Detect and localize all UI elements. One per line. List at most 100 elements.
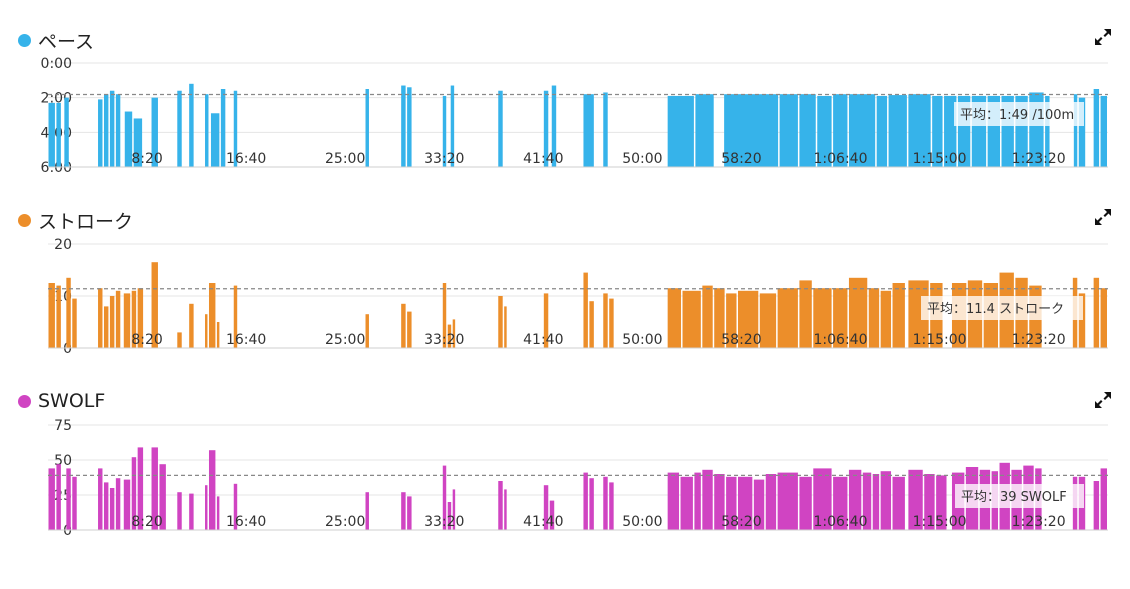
pace-bar — [498, 90, 503, 167]
swolf-average-label-box — [955, 484, 1084, 508]
swolf-bar — [131, 457, 137, 530]
swolf-title: SWOLF — [18, 390, 105, 412]
stroke-bar — [365, 314, 369, 348]
pace-panel: ペース — [0, 0, 1130, 180]
pace-bar — [932, 95, 943, 167]
stroke-bar — [137, 288, 144, 348]
swolf-bar — [813, 468, 832, 530]
swolf-x-tick-label: 58:20 — [721, 514, 761, 530]
pace-bar — [109, 90, 115, 167]
pace-bar — [603, 92, 608, 167]
swolf-bar — [115, 478, 121, 530]
pace-x-tick-label: 25:00 — [325, 151, 365, 167]
stroke-x-tick-label: 16:40 — [226, 332, 266, 348]
swolf-bar — [151, 447, 158, 530]
swolf-bar — [66, 468, 71, 530]
swolf-bar — [908, 469, 923, 530]
pace-bar — [177, 90, 182, 167]
pace-bar — [1045, 95, 1050, 167]
stroke-bar — [737, 290, 759, 348]
stroke-bar — [543, 293, 549, 348]
stroke-bar — [216, 322, 220, 348]
pace-bar — [1073, 94, 1078, 167]
stroke-bar — [589, 301, 594, 348]
stroke-x-tick-label: 1:06:40 — [814, 332, 868, 348]
stroke-x-tick-label: 25:00 — [325, 332, 365, 348]
stroke-bar — [452, 319, 456, 348]
stroke-bar — [109, 296, 115, 348]
stroke-x-tick-label: 1:23:20 — [1012, 332, 1066, 348]
stroke-y-tick-label: 0 — [63, 341, 72, 357]
swolf-bar — [401, 492, 406, 530]
pace-x-tick-label: 50:00 — [622, 151, 662, 167]
stroke-bar — [123, 293, 131, 348]
stroke-x-tick-label: 1:15:00 — [913, 332, 967, 348]
pace-bar — [1078, 97, 1086, 167]
pace-bar — [543, 90, 549, 167]
stroke-bar — [131, 290, 137, 348]
stroke-bar — [442, 283, 447, 348]
expand-icon[interactable] — [1093, 207, 1113, 227]
pace-bar — [848, 94, 876, 167]
pace-x-tick-label: 8:20 — [131, 151, 162, 167]
swolf-bar — [549, 500, 555, 530]
swolf-bar — [872, 474, 880, 530]
stroke-bar — [56, 285, 61, 348]
stroke-bar — [48, 283, 55, 348]
swolf-bar — [123, 479, 131, 530]
swolf-title-text: SWOLF — [38, 390, 106, 412]
swolf-bar — [189, 493, 194, 530]
pace-bar — [667, 95, 694, 167]
swolf-x-tick-label: 16:40 — [226, 514, 266, 530]
pace-bar — [583, 94, 594, 167]
pace-bar — [407, 87, 412, 167]
pace-bar — [876, 95, 888, 167]
swolf-bar — [452, 489, 456, 530]
swolf-legend-dot — [18, 394, 31, 408]
stroke-bar — [682, 290, 701, 348]
stroke-legend-dot — [18, 214, 31, 227]
pace-bar — [151, 97, 158, 167]
swolf-bar — [365, 492, 369, 530]
swolf-bar — [667, 472, 680, 530]
pace-x-tick-label: 1:06:40 — [814, 151, 868, 167]
swolf-bar — [1100, 468, 1107, 530]
stroke-bar — [702, 285, 713, 348]
pace-y-tick-label: 4:00 — [41, 125, 72, 141]
stroke-y-tick-label: 20 — [54, 237, 72, 253]
stroke-bar — [892, 283, 905, 348]
swolf-bar — [543, 485, 549, 530]
swolf-bar — [109, 488, 115, 530]
swolf-bar — [833, 476, 848, 530]
pace-bar — [799, 94, 816, 167]
pace-bar — [724, 94, 779, 167]
stroke-bar — [205, 314, 208, 348]
pace-bar — [56, 102, 61, 167]
pace-bar — [450, 85, 455, 167]
pace-x-tick-label: 1:23:20 — [1012, 151, 1066, 167]
stroke-bar — [498, 296, 503, 348]
pace-bar — [908, 94, 931, 167]
stroke-x-tick-label: 50:00 — [622, 332, 662, 348]
pace-bar — [817, 95, 832, 167]
swolf-bar — [589, 478, 594, 530]
stroke-x-tick-label: 41:40 — [523, 332, 563, 348]
pace-title-text: ペース — [38, 31, 95, 53]
swolf-bar — [609, 482, 614, 530]
swolf-x-tick-label: 1:23:20 — [1012, 514, 1066, 530]
swolf-bar — [447, 502, 452, 530]
expand-icon[interactable] — [1093, 27, 1113, 47]
stroke-bar — [714, 288, 725, 348]
pace-bar — [779, 94, 798, 167]
stroke-bar — [72, 298, 77, 348]
stroke-bar — [813, 288, 832, 348]
swolf-y-tick-label: 75 — [54, 418, 72, 434]
pace-bar — [365, 89, 369, 167]
swolf-x-tick-label: 50:00 — [622, 514, 662, 530]
stroke-bar — [233, 285, 238, 348]
pace-bar — [401, 85, 406, 167]
expand-icon[interactable] — [1093, 390, 1113, 410]
swolf-bar — [777, 472, 798, 530]
swolf-bar — [753, 479, 765, 530]
pace-y-tick-label: 6:00 — [41, 160, 72, 176]
